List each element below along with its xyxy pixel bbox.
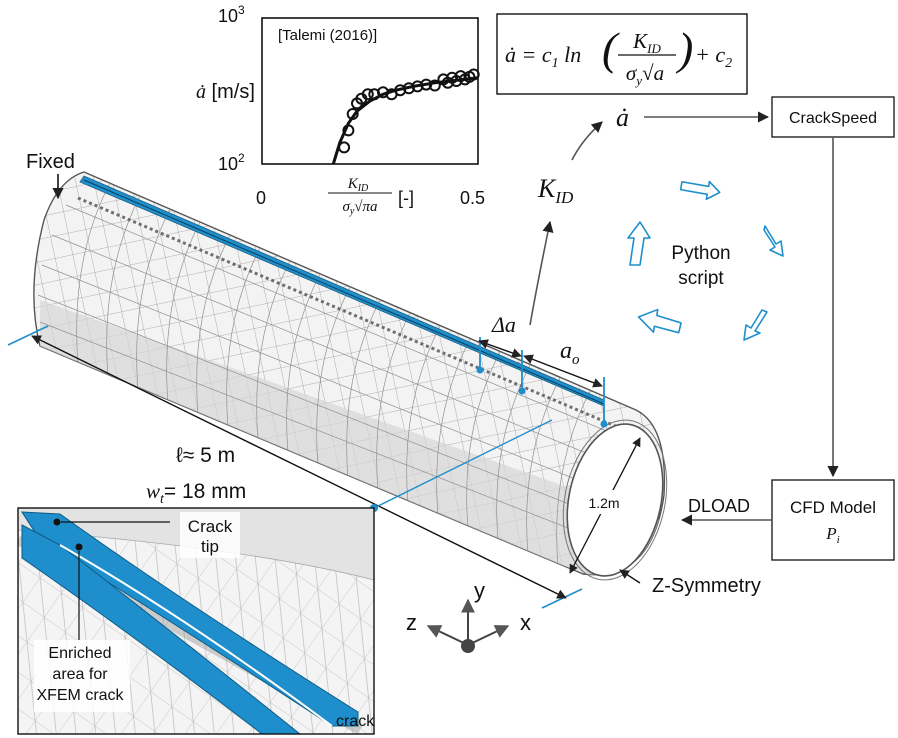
z-axis-arrow — [426, 625, 469, 646]
delta-a-to-kid-arrow — [529, 220, 554, 326]
svg-text:): ) — [675, 23, 693, 74]
inset-crack-upper — [21, 511, 359, 727]
kid-to-adot-arrow — [571, 121, 603, 161]
cfd-label-1: CFD Model — [790, 498, 876, 517]
svg-text:σy√πa: σy√πa — [342, 199, 377, 217]
cfd-label-2: Pi — [825, 524, 839, 546]
z-axis-label: z — [406, 610, 417, 635]
chart-point-5 — [361, 88, 374, 101]
inset-detail: Crack tip Enriched area for XFEM crack c… — [17, 507, 375, 735]
python-label-2: script — [678, 268, 724, 289]
crack-tip-dot — [53, 518, 61, 526]
x-axis-arrow — [467, 625, 510, 646]
inset-crack-lower — [21, 524, 301, 734]
svg-text:(: ( — [602, 23, 620, 74]
formula-box — [496, 13, 748, 95]
z-symmetry-label: Z-Symmetry — [652, 575, 761, 597]
enriched-dot — [75, 543, 83, 551]
a-o-label: ao — [560, 338, 580, 368]
length-dimension — [7, 325, 583, 609]
enriched-label-1: Enriched — [48, 645, 111, 662]
enriched-label-3: XFEM crack — [36, 687, 124, 704]
svg-text:+ c2: + c2 — [695, 42, 732, 71]
delta-a-label: Δa — [491, 312, 516, 337]
kid-label: KID — [537, 174, 574, 207]
adot-label: ȧ — [616, 103, 629, 132]
length-label: ℓ≈ 5 m — [176, 444, 235, 467]
x-axis-label: x — [520, 610, 531, 635]
crack-tip-label-2: tip — [201, 537, 219, 556]
svg-text:[-]: [-] — [398, 188, 414, 208]
diameter-label: 1.2m — [588, 495, 619, 511]
chart-point-13 — [428, 79, 441, 92]
crack-label: crack — [336, 713, 375, 730]
chart-plot-frame — [261, 17, 479, 165]
axes-origin — [461, 639, 475, 653]
diameter-dimension: 1.2m — [569, 437, 641, 574]
python-cycle-arrows — [627, 180, 784, 341]
crackspeed-label: CrackSpeed — [789, 110, 877, 127]
thickness-label: wt= 18 mm — [146, 479, 246, 507]
chart-points — [338, 68, 480, 154]
crack-tip-label-1: Crack — [188, 517, 233, 536]
z-symmetry-arrow — [619, 569, 641, 584]
x-tick-right: 0.5 — [460, 188, 485, 208]
chart-y-label: ȧ [m/s] — [196, 81, 255, 103]
svg-text:σy√a: σy√a — [626, 61, 664, 88]
crack-speed-formula: ȧ = c1 ln ( KID σy√a ) + c2 — [496, 13, 748, 95]
chart-x-label: KID σy√πa [-] — [328, 176, 414, 217]
coordinate-axes: y z x — [406, 578, 531, 653]
y-tick-top: 103 — [218, 3, 245, 26]
python-label-1: Python — [671, 243, 730, 264]
crack-point-1 — [476, 366, 484, 374]
crack-point-2 — [518, 387, 526, 395]
svg-text:ȧ = c1 ln: ȧ = c1 ln — [505, 42, 581, 71]
chart-title: [Talemi (2016)] — [278, 27, 377, 44]
crackspeed-box — [771, 96, 895, 138]
fixed-label: Fixed — [26, 151, 75, 173]
cfd-model-box — [771, 479, 895, 561]
inset-frame — [17, 507, 375, 735]
coupling-flow: CrackSpeed CFD Model Pi DLOAD KID ȧ Pyth… — [529, 96, 895, 561]
crack-point-tip — [600, 420, 608, 428]
x-tick-left: 0 — [256, 188, 266, 208]
y-axis-label: y — [474, 578, 485, 603]
crack-speed-chart: [Talemi (2016)] 103 102 0 0.5 ȧ [m/s] KI… — [196, 3, 485, 217]
svg-text:KID: KID — [347, 176, 369, 194]
enriched-label-2: area for — [52, 666, 108, 683]
dload-label: DLOAD — [688, 496, 750, 516]
inset-leader-line — [373, 419, 553, 509]
svg-text:KID: KID — [632, 29, 661, 56]
chart-fit-curve — [331, 76, 479, 165]
y-tick-bottom: 102 — [218, 151, 245, 174]
